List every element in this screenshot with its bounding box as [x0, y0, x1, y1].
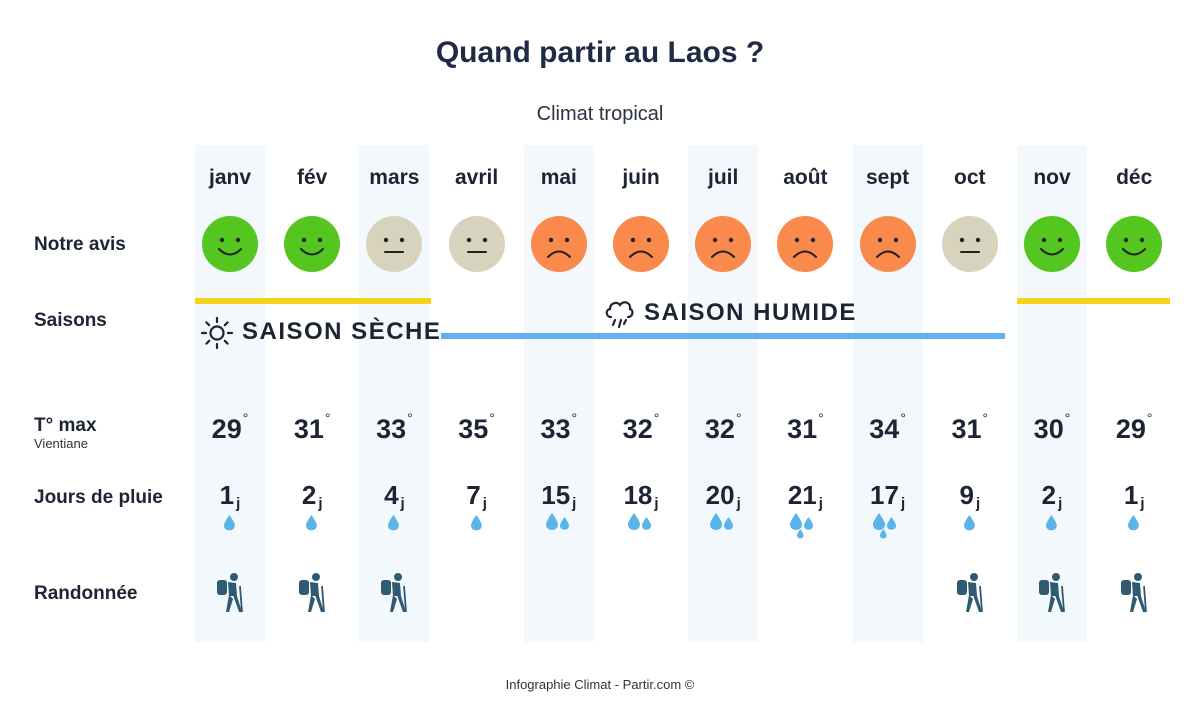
hiker-icon [1037, 572, 1067, 614]
mood-bad-face-icon [695, 216, 752, 272]
month-label: juil [708, 166, 739, 189]
raindrop-icon [189, 512, 271, 540]
hiker-icon [215, 572, 245, 614]
month-label: juin [622, 166, 660, 189]
raindrop-icon [271, 512, 353, 540]
temp-max-value: 35° [458, 410, 495, 444]
month-label: sept [866, 166, 910, 189]
mood-neutral-face-icon [366, 216, 423, 272]
month-label: mars [369, 166, 420, 189]
rain-days-value: 18 j [623, 480, 659, 512]
mood-good-face-icon [1106, 216, 1163, 272]
month-label: déc [1116, 166, 1153, 189]
raindrop-icon [929, 512, 1011, 540]
temp-max-value: 32° [704, 410, 742, 444]
mood-bad-face-icon [613, 216, 669, 272]
month-label: août [783, 166, 828, 189]
temp-max-value: 33° [376, 410, 413, 444]
temp-max-value: 34° [869, 410, 906, 444]
mood-bad-face-icon [859, 216, 916, 272]
month-label: mai [540, 166, 577, 189]
footer-credit: Infographie Climat - Partir.com © [505, 677, 695, 692]
mood-good-face-icon [202, 216, 258, 272]
sun-icon [200, 316, 234, 350]
raindrop-icon [764, 512, 846, 540]
dry-season-bar-end [1017, 298, 1170, 304]
page-title: Quand partir au Laos ? [435, 36, 765, 69]
month-label: avril [454, 166, 499, 189]
rain-days-value: 15 j [541, 480, 577, 512]
mood-neutral-face-icon [448, 216, 505, 272]
hiker-icon [1119, 572, 1149, 614]
month-label: nov [1033, 166, 1071, 189]
mood-bad-face-icon [777, 216, 834, 272]
raindrop-icon [436, 512, 518, 540]
raindrop-icon [353, 512, 435, 540]
temp-max-value: 29° [1115, 410, 1153, 444]
row-label-rain: Jours de pluie [34, 487, 163, 508]
row-label-tmax: T° max [34, 415, 97, 436]
temp-max-value: 31° [787, 410, 824, 444]
month-label: oct [954, 166, 986, 189]
temp-max-value: 29° [211, 410, 249, 444]
temp-max-value: 31° [951, 410, 989, 444]
climate-subtitle: Climat tropical [536, 103, 664, 125]
row-label-avis: Notre avis [34, 234, 126, 255]
rain-days-value: 17 j [870, 480, 906, 512]
rain-cloud-icon [603, 297, 635, 331]
wet-season-label: SAISON HUMIDE [644, 299, 857, 326]
mood-bad-face-icon [530, 216, 587, 272]
hiker-icon [379, 572, 409, 614]
dry-season-label: SAISON SÈCHE [242, 318, 442, 345]
wet-season-bar [441, 333, 1005, 339]
dry-season-bar-start [195, 298, 431, 304]
hiker-icon [297, 572, 327, 614]
rain-days-value: 21 j [787, 480, 823, 512]
mood-good-face-icon [284, 216, 341, 272]
row-label-hike: Randonnée [34, 583, 138, 604]
raindrop-icon [1011, 512, 1093, 540]
hiker-icon [955, 572, 985, 614]
mood-good-face-icon [1024, 216, 1080, 272]
month-label: fév [297, 166, 328, 189]
raindrop-icon [1093, 512, 1175, 540]
temp-max-value: 31° [293, 410, 331, 444]
row-label-saisons: Saisons [34, 310, 107, 331]
raindrop-icon [682, 512, 764, 540]
raindrop-icon [847, 512, 929, 540]
temp-max-value: 30° [1033, 410, 1071, 444]
temp-max-value: 32° [622, 410, 660, 444]
raindrop-icon [518, 512, 600, 540]
row-label-city: Vientiane [34, 436, 88, 451]
raindrop-icon [600, 512, 682, 540]
month-label: janv [208, 166, 252, 189]
temp-max-value: 33° [540, 410, 578, 444]
mood-neutral-face-icon [941, 216, 998, 272]
rain-days-value: 20 j [705, 480, 741, 512]
